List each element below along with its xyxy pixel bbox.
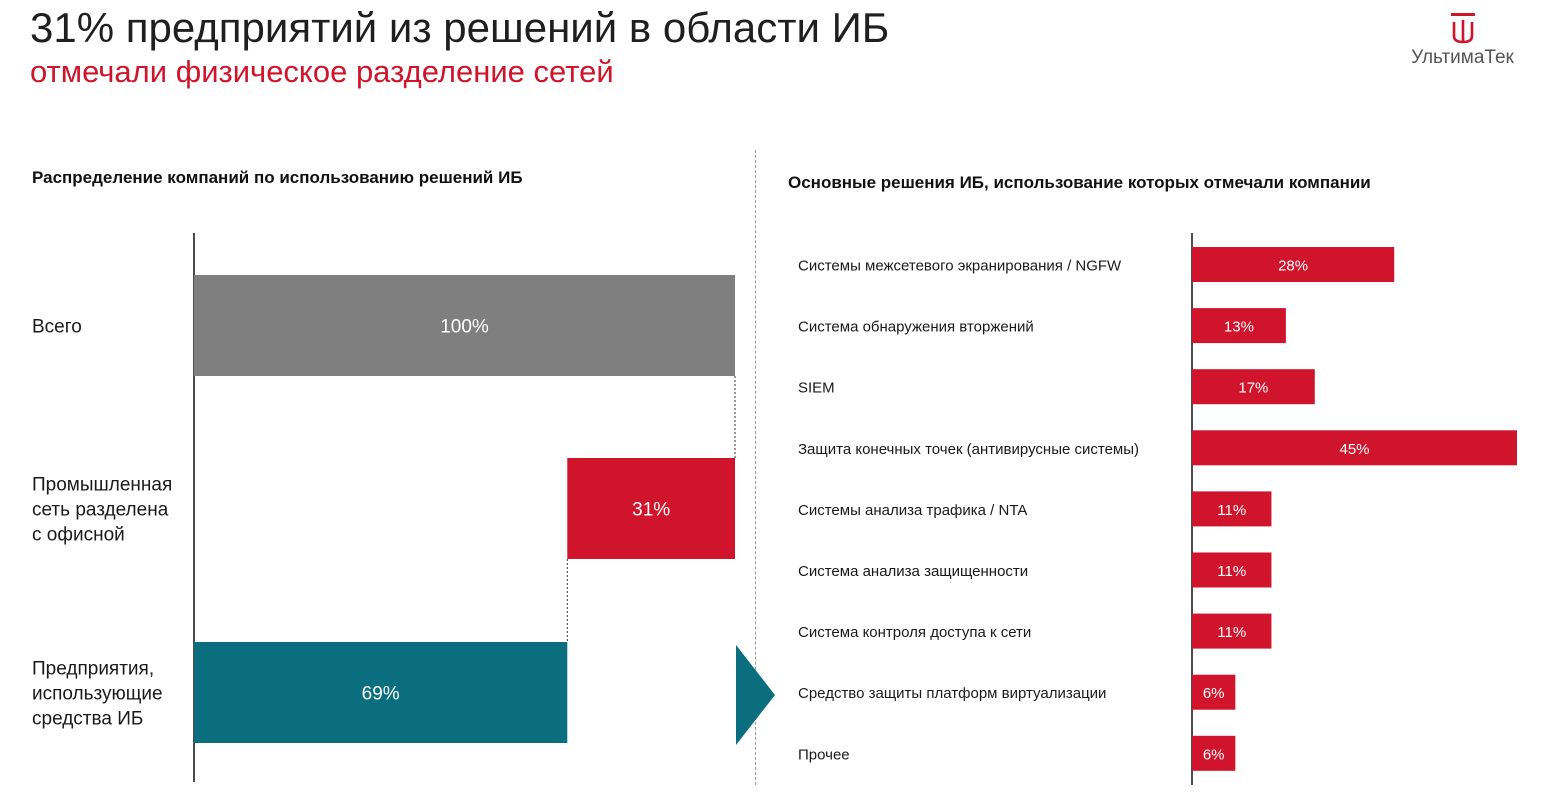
solution-bar [1192,247,1395,282]
waterfall-category-label: использующие [32,684,163,705]
solution-category-label: SIEM [798,380,835,397]
solution-category-label: Система контроля доступа к сети [798,624,1031,641]
waterfall-value-label: 69% [362,684,400,705]
solution-category-label: Системы межсетевого экранирования / NGFW [798,258,1122,275]
waterfall-category-label: Всего [32,317,82,338]
waterfall-category-label: сеть разделена [32,500,169,521]
solution-value-label: 11% [1217,624,1246,641]
page-subtitle: отмечали физическое разделение сетей [30,54,614,89]
waterfall-category-label: средства ИБ [32,709,143,730]
solution-value-label: 28% [1278,258,1308,275]
waterfall-category-label: с офисной [32,525,125,546]
solution-value-label: 13% [1224,319,1254,336]
solution-value-label: 6% [1203,685,1225,702]
solution-value-label: 17% [1238,380,1268,397]
solution-bar [1192,552,1272,588]
solution-category-label: Система анализа защищенности [798,563,1028,580]
waterfall-value-label: 100% [440,317,489,338]
page-title: 31% предприятий из решений в области ИБ [30,4,890,51]
waterfall-category-label: Предприятия, [32,659,154,680]
solution-bar [1192,308,1286,344]
logo-text: УльтимаТек [1411,47,1514,68]
solution-category-label: Система обнаружения вторжений [798,319,1034,336]
solution-bar [1192,674,1236,710]
solution-category-label: Средство защиты платформ виртуализации [798,685,1106,702]
solution-category-label: Системы анализа трафика / NTA [798,502,1027,519]
solution-value-label: 6% [1203,746,1225,763]
solution-bar [1192,491,1272,527]
solution-bar [1192,430,1517,466]
solution-bar [1192,735,1236,771]
solution-bar [1192,613,1272,649]
waterfall-bar [194,642,568,743]
arrow-right-icon [736,645,775,745]
right-chart-title: Основные решения ИБ, использование котор… [788,173,1371,192]
ultimatek-logo-icon [1450,13,1475,44]
waterfall-bar [567,458,735,559]
solution-category-label: Прочее [798,746,850,763]
solution-value-label: 11% [1217,563,1246,580]
company-logo: УльтимаТек [1400,12,1525,82]
left-chart-title: Распределение компаний по использованию … [32,168,523,187]
solution-bar [1192,369,1315,405]
solution-category-label: Защита конечных точек (антивирусные сист… [798,441,1139,458]
waterfall-category-label: Промышленная [32,475,172,496]
panel-divider [755,150,756,785]
solution-value-label: 11% [1217,502,1246,519]
waterfall-bar [194,275,735,376]
solution-value-label: 45% [1339,441,1369,458]
waterfall-value-label: 31% [632,500,670,521]
